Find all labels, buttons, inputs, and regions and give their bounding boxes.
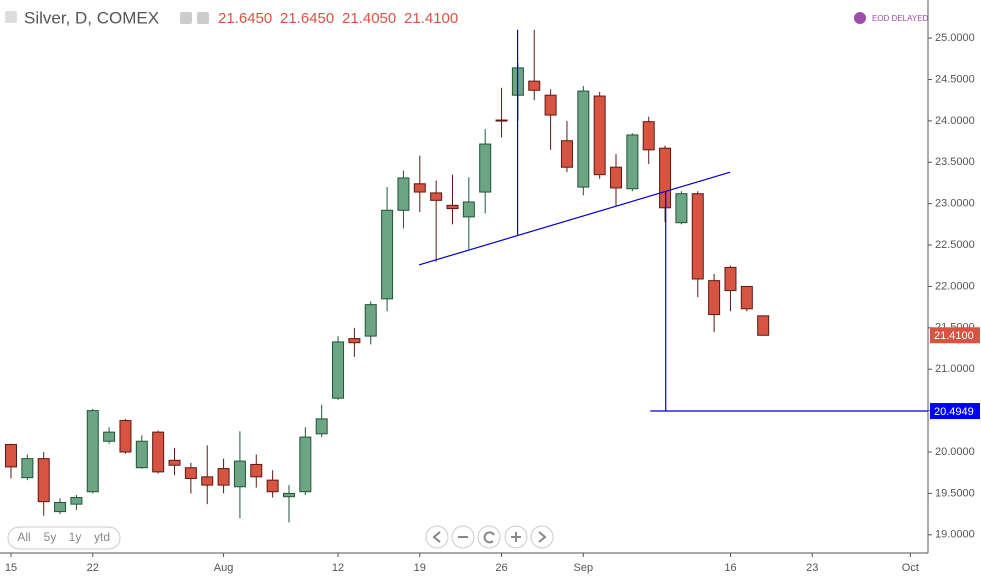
- ohlc-value: 21.6450: [218, 10, 272, 27]
- candle-body: [70, 497, 83, 505]
- settings-icon[interactable]: [197, 12, 209, 24]
- candle-body: [119, 420, 132, 453]
- nav-buttons: [425, 525, 554, 549]
- x-tick-label: 15: [5, 562, 17, 574]
- candle-body: [152, 431, 165, 473]
- candle-body: [348, 338, 361, 344]
- candle-body: [626, 134, 639, 190]
- y-tick-label: 25.0000: [935, 32, 975, 44]
- ohlc-value: 21.6450: [280, 10, 334, 27]
- price-label-box: [930, 327, 980, 344]
- candle-body: [462, 201, 475, 218]
- y-tick-label: 24.0000: [935, 115, 975, 127]
- candle-body: [413, 183, 426, 193]
- x-tick-label: 19: [414, 562, 426, 574]
- candle-body: [201, 476, 214, 486]
- candle-body: [332, 341, 345, 399]
- delayed-badge: EOD DELAYED: [872, 14, 929, 23]
- y-tick-label: 19.5000: [935, 487, 975, 499]
- candle-body: [691, 193, 704, 280]
- candle-body: [446, 204, 459, 210]
- candle-body: [381, 209, 394, 300]
- y-tick-label: 22.5000: [935, 239, 975, 251]
- price-label: 21.4100: [934, 330, 974, 342]
- candle-body: [103, 431, 116, 442]
- candle-body: [708, 280, 721, 316]
- reset-arc: [483, 531, 495, 544]
- price-label-box: [930, 403, 980, 420]
- ohlc-value: 21.4100: [404, 10, 458, 27]
- candle-body: [397, 177, 410, 211]
- candle-body: [577, 90, 590, 188]
- range-button[interactable]: 5y: [44, 530, 57, 544]
- range-button[interactable]: All: [17, 530, 30, 544]
- candle-body: [659, 147, 672, 209]
- right-arrow: [538, 531, 547, 543]
- range-button[interactable]: 1y: [69, 530, 82, 544]
- candle-body: [250, 463, 263, 478]
- x-tick-label: Oct: [902, 562, 919, 574]
- reset[interactable]: [477, 525, 501, 549]
- eye-icon[interactable]: [180, 12, 192, 24]
- x-tick-label: Aug: [214, 562, 234, 574]
- candle-body: [299, 436, 312, 493]
- ohlc-value: 21.4050: [342, 10, 396, 27]
- candle-body: [54, 502, 67, 513]
- badge-icon: [854, 12, 866, 24]
- candle-body: [544, 94, 557, 116]
- candle-body: [593, 95, 606, 176]
- candle-body: [135, 440, 148, 469]
- x-tick-label: Sep: [574, 562, 594, 574]
- nav-icons: [432, 531, 547, 544]
- x-tick-label: 26: [495, 562, 507, 574]
- y-tick-label: 24.5000: [935, 73, 975, 85]
- candle-body: [740, 285, 753, 310]
- candle-body: [21, 458, 34, 479]
- candle-body: [560, 140, 573, 168]
- scroll-left[interactable]: [425, 525, 449, 549]
- candle-body: [5, 444, 18, 468]
- candle-body: [642, 121, 655, 151]
- candle-body: [430, 192, 443, 201]
- candle-body: [266, 479, 279, 493]
- candle-body: [37, 458, 50, 503]
- candle-body: [495, 119, 508, 122]
- candle-body: [168, 459, 181, 466]
- y-tick-label: 19.0000: [935, 529, 975, 541]
- candle-body: [528, 80, 541, 91]
- y-tick-label: 20.0000: [935, 446, 975, 458]
- candle-body: [184, 467, 197, 479]
- x-tick-label: 22: [87, 562, 99, 574]
- menu-icon[interactable]: [5, 11, 17, 23]
- scroll-right[interactable]: [530, 525, 554, 549]
- candle-body: [233, 460, 246, 488]
- candle-body: [217, 468, 230, 486]
- x-tick-label: 12: [332, 562, 344, 574]
- candle-body: [479, 143, 492, 193]
- y-tick-label: 22.0000: [935, 280, 975, 292]
- y-tick-label: 23.0000: [935, 198, 975, 210]
- candle-body: [86, 410, 99, 493]
- candle-body: [757, 315, 770, 336]
- trend-line: [418, 171, 731, 266]
- left-arrow: [432, 531, 441, 543]
- range-button[interactable]: ytd: [94, 530, 110, 544]
- chart-title: Silver, D, COMEX: [24, 8, 159, 27]
- candle-body: [364, 304, 377, 337]
- candle-body: [675, 193, 688, 224]
- candle-body: [315, 418, 328, 435]
- candle-body: [724, 266, 737, 292]
- y-tick-label: 21.0000: [935, 363, 975, 375]
- plus: [511, 532, 521, 542]
- price-label: 20.4949: [934, 406, 974, 418]
- y-tick-label: 23.5000: [935, 156, 975, 168]
- x-tick-label: 23: [806, 562, 818, 574]
- range-group: [7, 526, 121, 550]
- candle-body: [610, 166, 623, 189]
- x-tick-label: 16: [724, 562, 736, 574]
- candle-body: [282, 492, 295, 498]
